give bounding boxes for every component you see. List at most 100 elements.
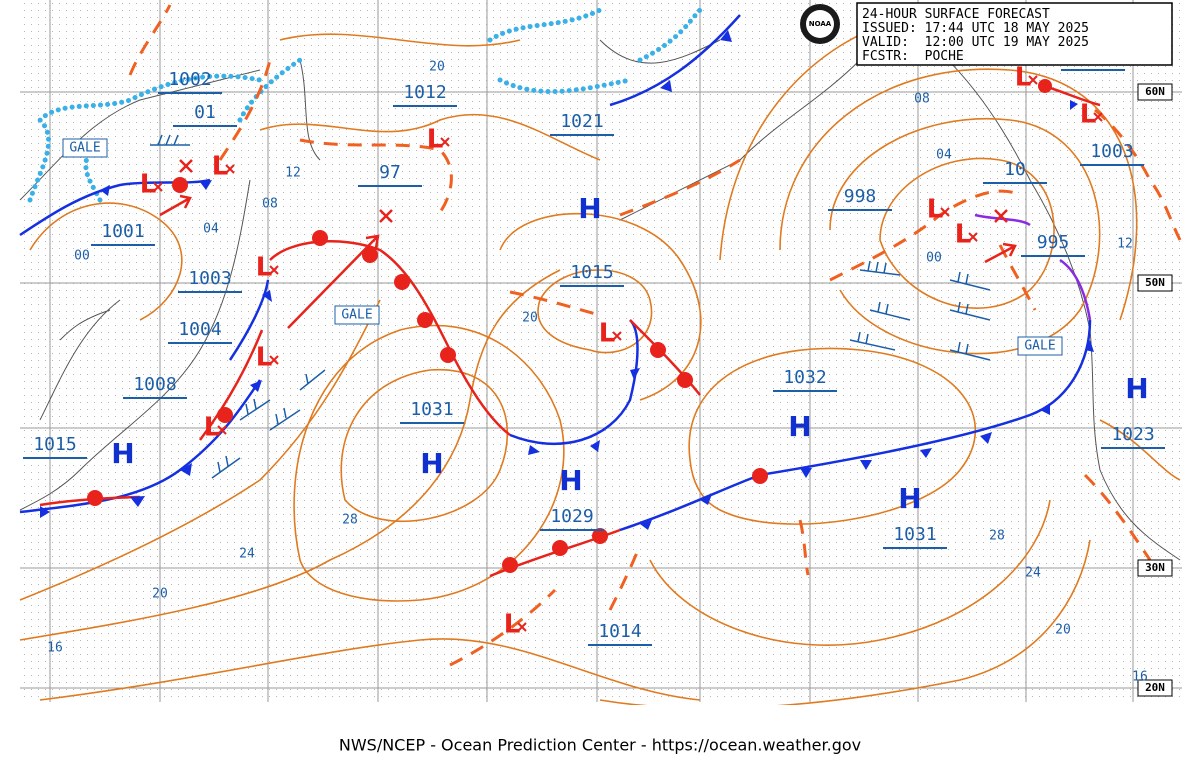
header-line: 24-HOUR SURFACE FORECAST: [862, 7, 1050, 22]
pressure-label: 1023: [1111, 424, 1154, 445]
low-center: L: [927, 195, 944, 225]
low-center-x: [153, 182, 163, 192]
low-center: L: [140, 170, 157, 200]
low-center-x: [269, 355, 279, 365]
header-line: FCSTR: POCHE: [862, 49, 964, 64]
isobar-label: 28: [989, 529, 1005, 544]
axis-strip: [20, 705, 1182, 729]
high-center: H: [578, 192, 601, 225]
low-center: L: [256, 343, 273, 373]
isobar-label: 28: [342, 513, 358, 528]
high-center: H: [420, 447, 443, 480]
high-center: H: [898, 482, 921, 515]
high-center: H: [559, 464, 582, 497]
low-center: L: [212, 152, 229, 182]
low-center: L: [955, 220, 972, 250]
coastlines: [19, 7, 1181, 561]
latitude-box: [1137, 274, 1173, 292]
low-center-x: [940, 207, 950, 217]
low-center-x: [225, 164, 235, 174]
isobar-label: 24: [1025, 566, 1041, 581]
pressure-label: 995: [1037, 232, 1070, 253]
isobar-label: 08: [914, 92, 930, 107]
isobar-label: 20: [1055, 623, 1071, 638]
pressure-label: 1003: [188, 268, 231, 289]
motion-arrows: [159, 159, 1017, 329]
isobar-label: 12: [285, 166, 301, 181]
pressure-label: 1021: [560, 111, 603, 132]
pressure-label: 1031: [410, 399, 453, 420]
isobar-label: 24: [239, 547, 255, 562]
pressure-label: 1001: [101, 221, 144, 242]
low-center: L: [599, 319, 616, 349]
pressure-label: 1012: [403, 82, 446, 103]
isobar-label: 00: [926, 251, 942, 266]
latitude-box: [1137, 83, 1173, 101]
header-line: ISSUED: 17:44 UTC 18 MAY 2025: [862, 21, 1089, 36]
noaa-logo-inner: [806, 10, 834, 38]
pressure-label: 01: [194, 102, 216, 123]
low-center: L: [427, 125, 444, 155]
troughs: [128, 4, 1182, 667]
pressure-label: 10: [1004, 159, 1026, 180]
low-center-x: [1028, 75, 1038, 85]
high-center: H: [111, 437, 134, 470]
isobar-label: 08: [262, 197, 278, 212]
low-center: L: [204, 413, 221, 443]
isobar-label: 20: [429, 60, 445, 75]
low-center: L: [256, 253, 273, 283]
isobar-label: 20: [522, 311, 538, 326]
low-center-x: [1093, 112, 1103, 122]
low-center-x: [968, 232, 978, 242]
isobar-label: 20: [152, 587, 168, 602]
footer: NWS/NCEP - Ocean Prediction Center - htt…: [339, 736, 861, 755]
header-line: VALID: 12:00 UTC 19 MAY 2025: [862, 35, 1089, 50]
pressure-label: 1032: [783, 367, 826, 388]
latitude-label: 30N: [1145, 561, 1165, 574]
logo-text: NOAA: [809, 20, 832, 28]
latitude-label: 20N: [1145, 681, 1165, 694]
pressure-label: 1029: [550, 506, 593, 527]
high-center: H: [788, 410, 811, 443]
gale-box: [62, 138, 108, 158]
latitude-box: [1137, 559, 1173, 577]
pressure-label: 1002: [168, 69, 211, 90]
isobar-label: 16: [47, 641, 63, 656]
pressure-label: 1004: [178, 319, 221, 340]
pressure-label: 1015: [570, 262, 613, 283]
low-center: L: [1080, 100, 1097, 130]
latitude-box: [1137, 679, 1173, 697]
isobar-label: 00: [74, 249, 90, 264]
latitude-label: 50N: [1145, 276, 1165, 289]
low-center-x: [269, 265, 279, 275]
isobar-label: 16: [1132, 670, 1148, 685]
gale-label: GALE: [69, 141, 100, 156]
gale-label: GALE: [341, 308, 372, 323]
header-box: [856, 2, 1173, 66]
low-center-x: [440, 137, 450, 147]
pressure-label: 1031: [893, 524, 936, 545]
low-center: L: [504, 610, 521, 640]
gale-label: GALE: [1024, 339, 1055, 354]
map-background: [20, 0, 1182, 702]
gale-box: [334, 305, 380, 325]
high-center: H: [1125, 372, 1148, 405]
low-center-x: [517, 622, 527, 632]
low-center: L: [1015, 63, 1032, 93]
pressure-label: 998: [844, 186, 877, 207]
isobar-label: 04: [936, 148, 952, 163]
wind-barbs: [150, 134, 991, 479]
pressure-label: 1003: [1090, 141, 1133, 162]
pressure-label: 1014: [598, 621, 641, 642]
latitude-label: 60N: [1145, 85, 1165, 98]
pressure-label: 97: [379, 162, 401, 183]
low-center-x: [612, 331, 622, 341]
pressure-label: 1015: [33, 434, 76, 455]
low-center-x: [217, 425, 227, 435]
isobar-label: 12: [1117, 237, 1133, 252]
fronts: [19, 14, 1101, 578]
pressure-label: 1008: [133, 374, 176, 395]
gale-box: [1017, 336, 1063, 356]
